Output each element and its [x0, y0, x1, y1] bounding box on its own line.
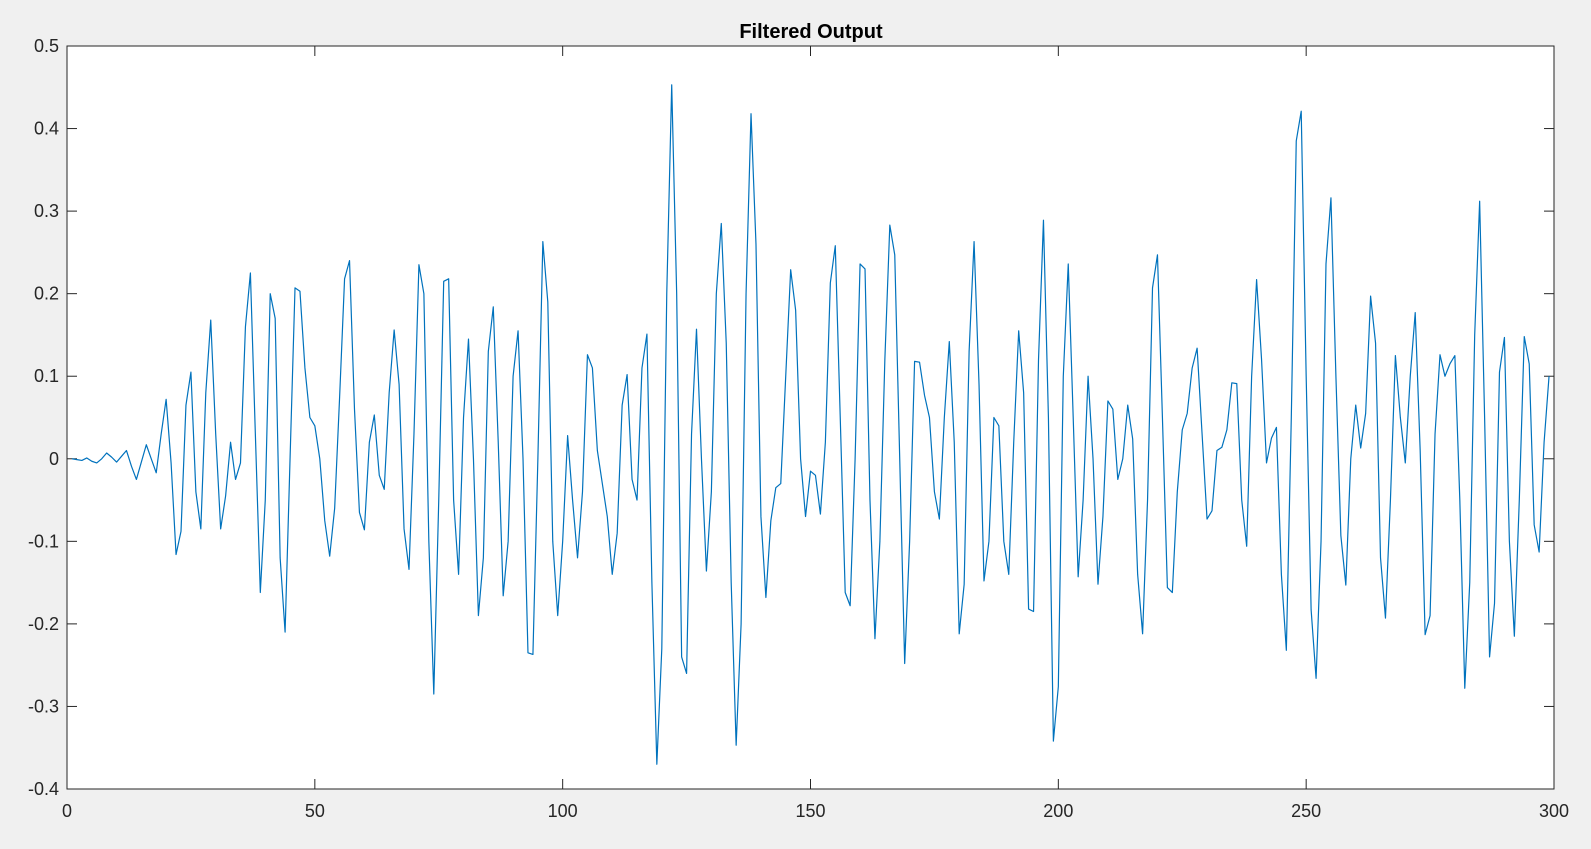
- y-tick-label: -0.1: [28, 531, 59, 551]
- x-axis-tick-labels: 0 50 100 150 200 250 300: [62, 801, 1569, 821]
- x-tick-label: 100: [548, 801, 578, 821]
- y-tick-label: -0.4: [28, 779, 59, 799]
- plot-area: [67, 46, 1554, 789]
- x-tick-label: 200: [1043, 801, 1073, 821]
- y-tick-label: -0.2: [28, 614, 59, 634]
- series-line-filtered-output: [71, 84, 1550, 765]
- y-tick-label: 0: [49, 449, 59, 469]
- y-tick-label: 0.5: [34, 36, 59, 56]
- axes-frame: [66, 45, 1555, 790]
- y-tick-label: 0.3: [34, 201, 59, 221]
- y-tick-label: 0.4: [34, 119, 59, 139]
- y-tick-label: -0.3: [28, 696, 59, 716]
- x-tick-label: 150: [795, 801, 825, 821]
- x-tick-label: 250: [1291, 801, 1321, 821]
- y-tick-label: 0.2: [34, 284, 59, 304]
- x-tick-label: 0: [62, 801, 72, 821]
- x-tick-label: 50: [305, 801, 325, 821]
- y-axis-tick-labels: -0.4 -0.3 -0.2 -0.1 0 0.1 0.2 0.3 0.4 0.5: [28, 36, 59, 799]
- x-tick-label: 300: [1539, 801, 1569, 821]
- y-tick-label: 0.1: [34, 366, 59, 386]
- chart-title: Filtered Output: [739, 21, 883, 43]
